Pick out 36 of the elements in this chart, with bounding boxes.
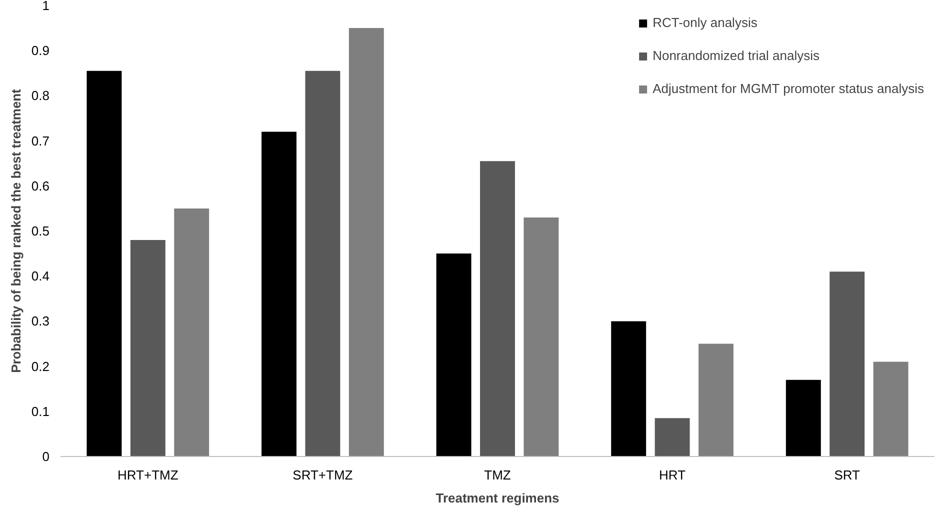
- bar: [786, 380, 821, 456]
- y-tick-label: 1: [42, 0, 50, 13]
- bar: [524, 217, 559, 456]
- bar: [830, 272, 865, 456]
- y-tick-label: 0.4: [31, 268, 50, 284]
- legend-label: RCT-only analysis: [652, 15, 758, 30]
- y-tick-label: 0.2: [31, 358, 50, 374]
- y-tick-label: 0.6: [31, 178, 50, 194]
- legend-label: Nonrandomized trial analysis: [652, 48, 820, 63]
- x-tick-label: HRT+TMZ: [118, 468, 178, 482]
- bar: [86, 70, 122, 456]
- bar: [174, 208, 210, 456]
- y-tick-label: 0: [42, 449, 50, 464]
- bar: [698, 344, 734, 456]
- y-tick-label: 0.5: [31, 224, 50, 238]
- bar: [873, 362, 908, 456]
- bar: [262, 132, 296, 456]
- bar: [654, 418, 690, 456]
- y-axis-title: Probability of being ranked the best treatment: [8, 88, 24, 373]
- x-axis-title: Treatment regimens: [436, 490, 560, 506]
- bar: [130, 240, 166, 456]
- x-tick-label: TMZ: [484, 468, 511, 482]
- y-tick-label: 0.9: [31, 43, 50, 58]
- bar: [348, 28, 384, 456]
- y-tick-label: 0.3: [31, 314, 50, 329]
- y-tick-label: 0.8: [31, 88, 50, 104]
- legend-label: Adjustment for MGMT promoter status analysis: [652, 81, 924, 96]
- bar: [305, 70, 340, 456]
- y-tick-label: 0.1: [31, 404, 50, 419]
- x-tick-label: SRT: [834, 468, 860, 482]
- bar: [436, 254, 472, 456]
- x-tick-label: HRT: [659, 468, 686, 482]
- x-tick-label: SRT+TMZ: [292, 468, 353, 482]
- y-tick-label: 0.7: [31, 133, 50, 148]
- bar: [480, 161, 515, 456]
- bar: [611, 321, 646, 456]
